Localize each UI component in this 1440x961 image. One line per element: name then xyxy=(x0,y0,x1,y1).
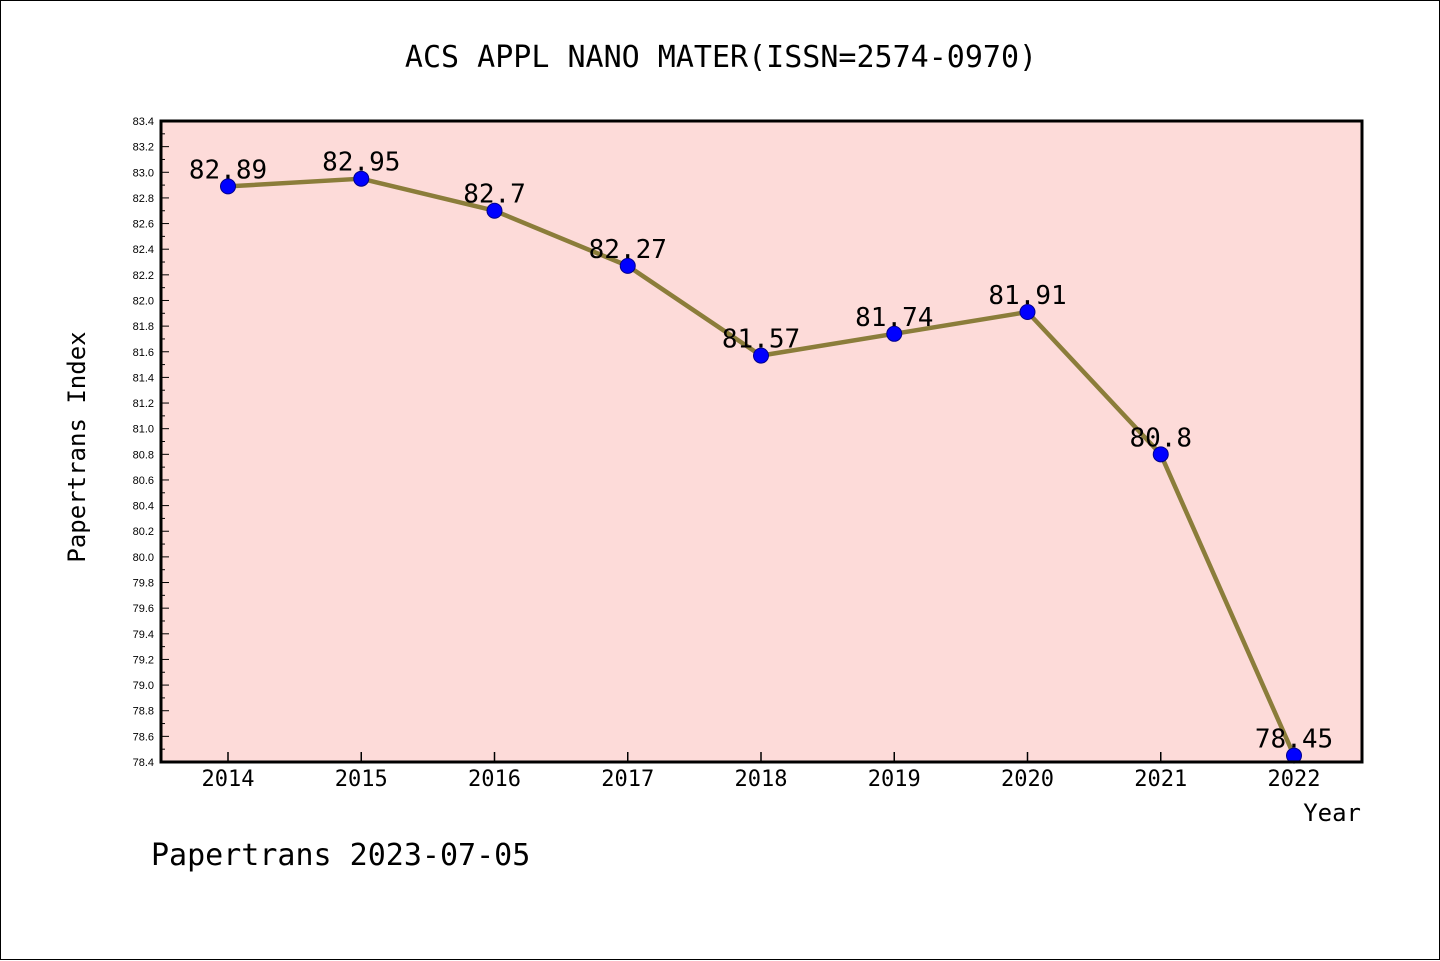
y-tick-label: 78.8 xyxy=(133,706,154,718)
data-label: 82.27 xyxy=(589,235,667,265)
data-point xyxy=(220,178,236,195)
data-point xyxy=(1019,304,1036,321)
y-axis: 78.4 78.6 78.8 79.0 79.2 79.4 79.6 79.8 80.0 80.2… xyxy=(133,116,169,769)
y-tick-label: 80.0 xyxy=(133,552,154,564)
y-tick-label: 80.2 xyxy=(133,526,154,538)
x-axis: 2014 2015 2016 2017 2018 2019 2020 2021 2022 xyxy=(202,752,1321,792)
x-tick-label: 2022 xyxy=(1268,767,1321,792)
y-tick-label: 82.2 xyxy=(133,270,154,282)
y-tick-label: 81.6 xyxy=(133,347,154,359)
y-axis-label: Papertrans Index xyxy=(63,331,91,562)
y-tick-label: 81.0 xyxy=(133,424,154,436)
y-tick-label: 80.4 xyxy=(133,501,154,513)
y-tick-label: 83.0 xyxy=(133,167,154,179)
y-tick-label: 81.2 xyxy=(133,398,154,410)
data-label: 81.74 xyxy=(855,303,933,333)
y-tick-label: 83.4 xyxy=(133,116,154,128)
x-tick-label: 2019 xyxy=(868,767,921,792)
data-label: 81.91 xyxy=(988,281,1066,311)
chart-title: ACS APPL NANO MATER(ISSN=2574-0970) xyxy=(405,40,1037,75)
x-tick-label: 2014 xyxy=(202,767,255,792)
data-label: 82.95 xyxy=(322,148,400,178)
y-tick-label: 79.2 xyxy=(133,654,154,666)
x-tick-label: 2016 xyxy=(468,767,521,792)
y-tick-label: 82.6 xyxy=(133,219,154,231)
data-label: 82.89 xyxy=(189,155,267,185)
y-tick-label: 82.4 xyxy=(133,244,154,256)
data-point xyxy=(753,347,769,364)
data-label: 82.7 xyxy=(463,180,526,210)
y-tick-label: 78.4 xyxy=(133,757,154,769)
y-tick-label: 83.2 xyxy=(133,142,154,154)
plot-area xyxy=(161,121,1362,762)
data-point xyxy=(486,202,503,219)
y-tick-label: 81.4 xyxy=(133,372,154,384)
y-tick-label: 80.8 xyxy=(133,449,154,461)
y-tick-label: 79.8 xyxy=(133,578,154,590)
data-point xyxy=(1152,446,1169,463)
data-point xyxy=(353,170,370,187)
y-tick-label: 82.8 xyxy=(133,193,154,205)
data-label: 80.8 xyxy=(1129,423,1192,453)
x-tick-label: 2021 xyxy=(1134,767,1187,792)
x-tick-label: 2017 xyxy=(601,767,654,792)
y-tick-label: 81.8 xyxy=(133,321,154,333)
data-markers xyxy=(220,170,1302,764)
y-tick-label: 79.4 xyxy=(133,629,154,641)
footer-date-stamp: Papertrans 2023-07-05 xyxy=(151,838,530,873)
y-tick-label: 78.6 xyxy=(133,731,154,743)
data-point xyxy=(886,325,903,342)
data-point xyxy=(619,257,636,274)
x-tick-label: 2020 xyxy=(1001,767,1054,792)
plot-border xyxy=(159,119,1364,764)
data-labels: 82.89 82.95 82.7 82.27 81.57 81.74 81.91 80.8 78… xyxy=(189,148,1333,755)
y-tick-label: 79.6 xyxy=(133,603,154,615)
y-tick-label: 82.0 xyxy=(133,295,154,307)
data-label: 81.57 xyxy=(722,325,800,355)
x-tick-label: 2018 xyxy=(735,767,788,792)
y-tick-label: 80.6 xyxy=(133,475,154,487)
y-tick-label: 79.0 xyxy=(133,680,154,692)
x-axis-label: Year xyxy=(1303,799,1361,827)
x-tick-label: 2015 xyxy=(335,767,388,792)
data-label: 78.45 xyxy=(1255,725,1333,755)
